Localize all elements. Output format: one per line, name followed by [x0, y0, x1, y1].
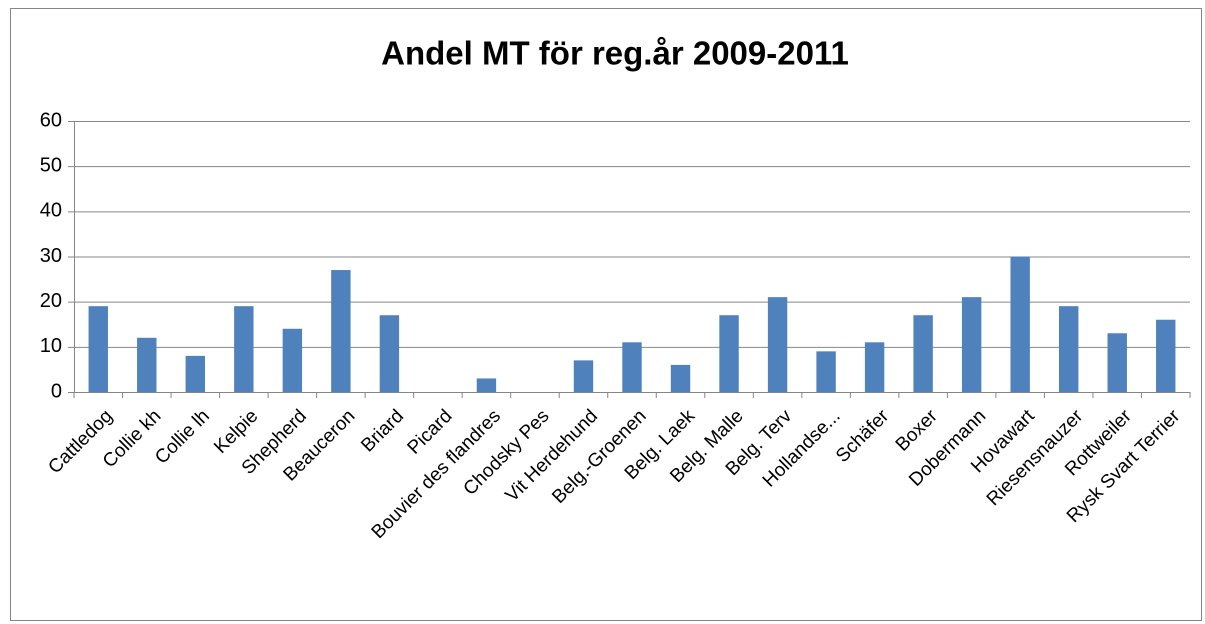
y-tick-label: 20: [40, 290, 62, 312]
bar: [185, 355, 206, 392]
bar: [137, 337, 157, 392]
bar: [573, 360, 594, 392]
y-tick-label: 30: [40, 245, 62, 267]
bar: [913, 315, 933, 392]
bar: [622, 342, 642, 392]
bar: [88, 306, 108, 392]
y-tick-label: 10: [40, 335, 62, 357]
bar: [379, 315, 400, 392]
bar: [1107, 333, 1127, 392]
bar: [864, 342, 885, 392]
bar: [1156, 319, 1176, 392]
bar: [234, 306, 254, 392]
bar: [1058, 306, 1079, 392]
bar: [816, 351, 836, 392]
bar: [1010, 256, 1030, 392]
chart-title: Andel MT för reg.år 2009-2011: [381, 35, 849, 72]
bar: [719, 315, 739, 392]
bar: [767, 297, 788, 392]
bar: [961, 297, 982, 392]
bar: [282, 328, 303, 392]
y-tick-label: 0: [51, 380, 62, 402]
y-tick-label: 60: [40, 109, 62, 131]
bar: [331, 270, 351, 392]
y-tick-label: 50: [40, 154, 62, 176]
bar: [476, 378, 497, 392]
bar: [670, 364, 691, 392]
chart-frame: [10, 8, 1202, 621]
y-tick-label: 40: [40, 200, 62, 222]
